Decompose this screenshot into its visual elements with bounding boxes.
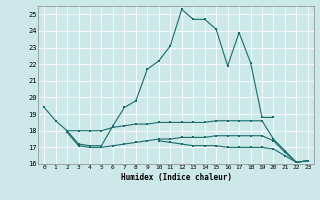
X-axis label: Humidex (Indice chaleur): Humidex (Indice chaleur) xyxy=(121,173,231,182)
